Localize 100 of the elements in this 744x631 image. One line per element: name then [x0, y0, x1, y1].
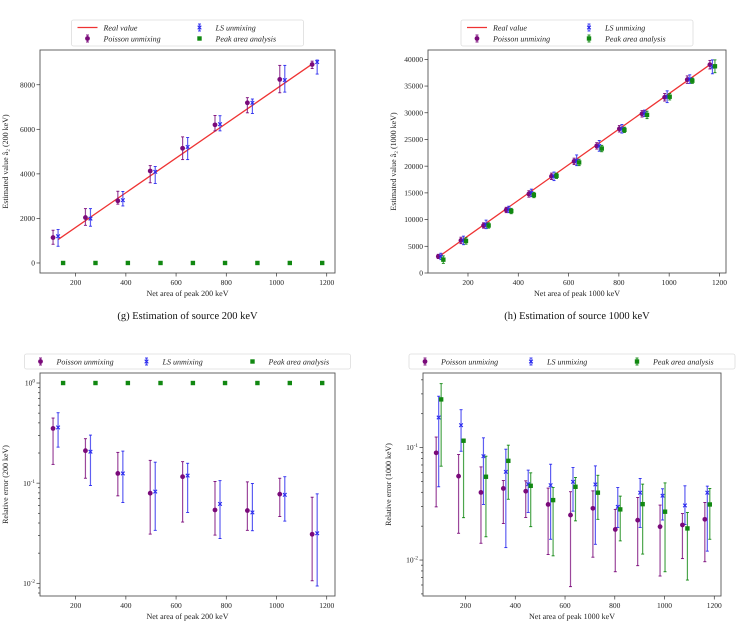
- point: [277, 492, 282, 497]
- x-axis-title: Net area of peak 200 keV: [146, 612, 229, 621]
- point: [218, 502, 222, 506]
- point: [126, 260, 130, 266]
- legend-label: Real value: [102, 24, 138, 32]
- point: [710, 64, 715, 70]
- point: [618, 507, 622, 512]
- point: [152, 170, 158, 174]
- point: [185, 144, 190, 150]
- point: [152, 489, 158, 494]
- point: [708, 502, 712, 507]
- point: [506, 458, 511, 464]
- legend-label: LS unmixing: [546, 358, 588, 366]
- legend-label: LS unmixing: [604, 24, 646, 32]
- point: [212, 508, 218, 512]
- legend-label: Poisson unmixing: [102, 34, 161, 44]
- legend-label: LS unmixing: [162, 358, 203, 366]
- point: [596, 144, 602, 148]
- point: [593, 482, 598, 487]
- point: [503, 470, 508, 474]
- point: [662, 510, 668, 514]
- point: [56, 425, 60, 430]
- y-axis-title: Relative error (1000 keV): [384, 442, 393, 526]
- point: [180, 474, 186, 480]
- point: [120, 198, 126, 202]
- point: [528, 484, 533, 488]
- legend-label: Peak area analysis: [652, 358, 714, 366]
- point: [56, 234, 60, 239]
- legend-label: LS unmixing: [214, 24, 256, 32]
- point: [250, 510, 255, 515]
- text: (g) Estimation of source 200 keV: [117, 311, 258, 322]
- point: [212, 122, 218, 128]
- point: [320, 260, 324, 266]
- point: [596, 490, 600, 495]
- point: [640, 502, 645, 506]
- point: [190, 260, 196, 266]
- point: [120, 471, 126, 476]
- point: [456, 474, 461, 479]
- point: [185, 473, 190, 478]
- point: [310, 532, 315, 537]
- point: [660, 493, 665, 498]
- point: [320, 380, 324, 386]
- point: [288, 260, 292, 266]
- point: [148, 168, 153, 174]
- x-axis-title: Net area of peak 1000 keV: [529, 612, 616, 621]
- text: (h) Estimation of source 1000 keV: [504, 311, 650, 322]
- point: [277, 77, 282, 82]
- y-axis-title: Estimated value â₂ (1000 keV): [389, 112, 398, 211]
- point: [148, 490, 153, 496]
- point: [244, 508, 250, 513]
- point: [574, 158, 579, 164]
- point: [255, 260, 260, 266]
- point: [590, 506, 596, 511]
- point: [682, 503, 688, 508]
- point: [180, 146, 186, 151]
- point: [88, 449, 93, 454]
- point: [244, 100, 250, 106]
- point: [282, 492, 288, 498]
- point: [126, 380, 130, 386]
- legend-label: Real value: [492, 24, 528, 32]
- point: [638, 490, 643, 496]
- point: [50, 235, 56, 240]
- point: [50, 426, 56, 431]
- legend-label: Peak area analysis: [604, 34, 666, 44]
- point: [702, 516, 708, 522]
- point: [635, 518, 640, 523]
- point: [60, 380, 66, 386]
- point: [484, 474, 488, 479]
- point: [434, 450, 439, 456]
- point: [658, 524, 662, 530]
- legend-label: Poisson unmixing: [440, 358, 498, 366]
- point: [60, 260, 66, 266]
- point: [573, 484, 578, 489]
- legend-label: Peak area analysis: [268, 358, 330, 366]
- point: [436, 415, 442, 420]
- y-axis-title: Estimated value â₂ (200 keV): [1, 114, 10, 209]
- point: [546, 502, 551, 507]
- point: [83, 448, 88, 454]
- point: [282, 78, 288, 82]
- legend-label: Poisson unmixing: [492, 34, 550, 44]
- point: [314, 530, 320, 536]
- point: [458, 422, 464, 428]
- point: [712, 64, 718, 68]
- legend-label: Poisson unmixing: [56, 358, 114, 366]
- point: [190, 380, 196, 386]
- point: [255, 380, 260, 386]
- point: [115, 471, 120, 476]
- point: [550, 498, 556, 502]
- point: [88, 216, 93, 221]
- point: [218, 122, 222, 127]
- point: [685, 526, 690, 531]
- point: [523, 488, 528, 494]
- y-axis-title: Relative error (200 keV): [1, 444, 10, 524]
- x-axis-title: Net area of peak 200 keV: [146, 289, 229, 298]
- x-axis-title: Net area of peak 1000 keV: [534, 289, 620, 298]
- legend-label: Peak area analysis: [214, 34, 276, 44]
- point: [288, 380, 292, 386]
- point: [478, 490, 484, 495]
- point: [500, 486, 506, 491]
- point: [83, 215, 88, 220]
